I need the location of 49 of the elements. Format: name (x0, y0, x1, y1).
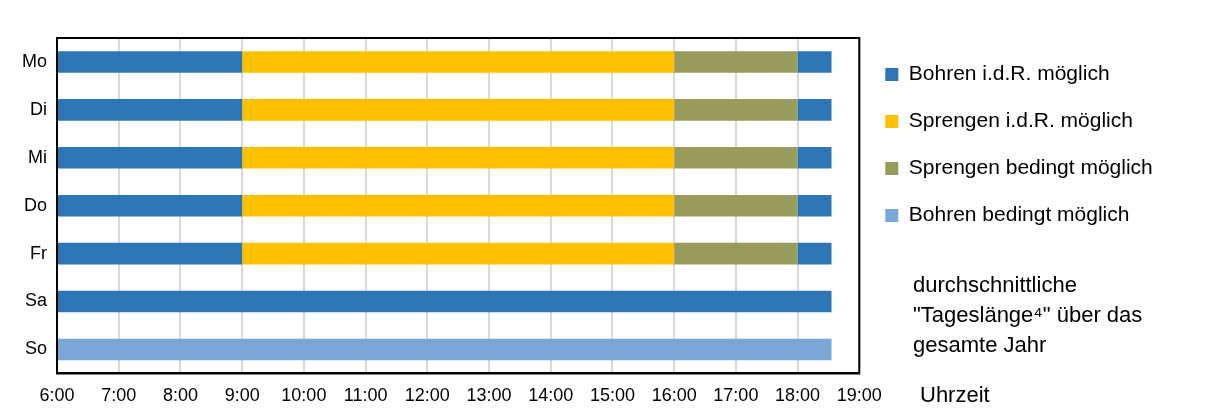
bar (242, 51, 675, 73)
bar (674, 99, 798, 121)
y-tick-label: Mi (28, 146, 47, 167)
x-tick-label: 19:00 (836, 385, 882, 406)
bar (57, 99, 243, 121)
bar (674, 194, 798, 217)
x-tick-label: 17:00 (713, 385, 759, 406)
x-tick-label: 7:00 (101, 385, 137, 406)
x-tick-label: 18:00 (775, 385, 821, 406)
x-tick-label: 8:00 (162, 385, 198, 406)
bar (242, 194, 675, 217)
x-tick-label: 16:00 (651, 385, 697, 406)
bar (674, 242, 798, 265)
x-tick-label: 10:00 (281, 385, 327, 406)
bar (242, 147, 675, 169)
bar (797, 242, 832, 265)
bar (57, 51, 243, 73)
x-axis-title: Uhrzeit (920, 381, 990, 409)
legend-label: Sprengen i.d.R. möglich (908, 108, 1138, 132)
x-tick-label: 14:00 (528, 385, 574, 406)
legend-label: Bohren i.d.R. möglich (908, 61, 1114, 85)
legend-label: Bohren bedingt möglich (908, 202, 1134, 226)
legend-label: Sprengen bedingt möglich (908, 155, 1158, 179)
bar (57, 147, 243, 169)
bar (57, 194, 243, 217)
bar (797, 99, 832, 121)
bar (242, 99, 675, 121)
y-tick-label: So (24, 338, 47, 359)
bar (674, 147, 798, 169)
bar (797, 51, 832, 73)
y-tick-label: Do (23, 194, 47, 215)
y-tick-label: Sa (24, 290, 48, 311)
bar (242, 242, 675, 265)
bar (57, 242, 243, 265)
y-tick-label: Fr (30, 242, 47, 263)
x-tick-label: 12:00 (404, 385, 450, 406)
x-tick-label: 15:00 (589, 385, 635, 406)
x-tick-label: 9:00 (224, 385, 260, 406)
bar (674, 51, 798, 73)
y-tick-label: Mo (21, 50, 47, 71)
bar (797, 194, 832, 217)
x-tick-label: 13:00 (466, 385, 512, 406)
bar (797, 147, 832, 169)
x-tick-label: 11:00 (343, 385, 388, 406)
bar (57, 290, 832, 313)
x-tick-label: 6:00 (39, 385, 75, 406)
text: durchschnittliche "Tageslänge⁴" über das gesamte Jahr (913, 271, 1144, 359)
y-tick-label: Di (30, 98, 47, 119)
bar (57, 338, 832, 361)
